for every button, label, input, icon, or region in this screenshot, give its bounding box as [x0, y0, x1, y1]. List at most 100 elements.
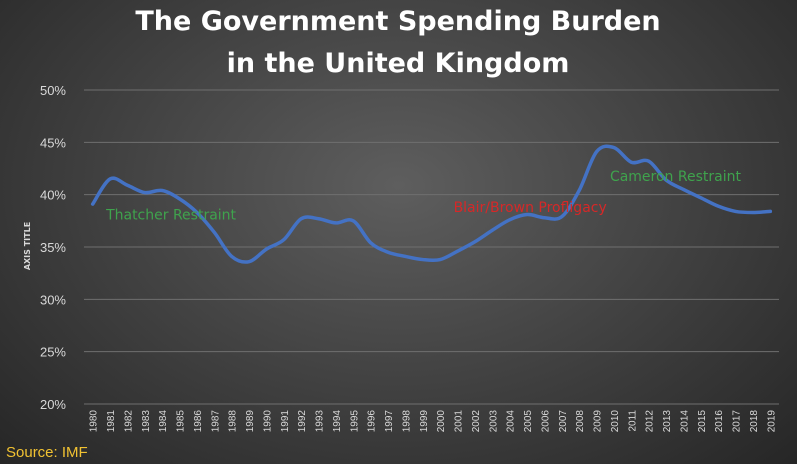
annotation-2: Cameron Restraint — [610, 169, 742, 185]
x-tick-label: 1991 — [280, 410, 291, 433]
x-tick-label: 1985 — [176, 410, 187, 433]
data-point-1993 — [317, 217, 321, 221]
source-note: Source: IMF — [6, 444, 88, 461]
x-tick-label: 2016 — [714, 410, 725, 433]
x-tick-label: 1990 — [262, 410, 273, 433]
data-point-2005 — [525, 213, 529, 217]
data-point-1986 — [195, 210, 199, 214]
data-point-1996 — [369, 241, 373, 245]
x-tick-label: 2007 — [558, 410, 569, 433]
x-tick-label: 1993 — [315, 410, 326, 433]
data-point-2010 — [612, 146, 616, 150]
data-point-2018 — [751, 210, 755, 214]
x-tick-label: 2000 — [436, 410, 447, 433]
x-tick-label: 1992 — [297, 410, 308, 433]
chart-title-line-2: in the United Kingdom — [227, 48, 570, 79]
data-point-2009 — [595, 150, 599, 154]
x-tick-label: 1997 — [384, 410, 395, 433]
y-tick-label: 35% — [40, 240, 66, 255]
data-point-2011 — [629, 160, 633, 164]
x-tick-label: 1996 — [367, 410, 378, 433]
x-tick-label: 1994 — [332, 410, 343, 433]
x-tick-label: 2006 — [540, 410, 551, 433]
data-point-1990 — [264, 247, 268, 251]
annotations: Thatcher Restraint Blair/Brown Profligacy… — [105, 169, 741, 224]
data-point-2014 — [681, 187, 685, 191]
data-point-2007 — [560, 215, 564, 219]
y-tick-label: 45% — [40, 135, 66, 150]
x-tick-label: 2001 — [454, 410, 465, 433]
data-point-1991 — [282, 238, 286, 242]
data-point-1984 — [160, 188, 164, 192]
data-point-1992 — [299, 217, 303, 221]
x-tick-label: 2011 — [627, 410, 638, 432]
data-point-1998 — [403, 254, 407, 258]
data-point-2016 — [716, 204, 720, 208]
data-point-2008 — [577, 188, 581, 192]
y-tick-label: 30% — [40, 292, 66, 307]
x-tick-label: 2008 — [575, 410, 586, 433]
data-point-2019 — [768, 209, 772, 213]
x-tick-labels: 1980 1981 1982 1983 1984 1985 1986 1987 1988 1989… — [89, 410, 778, 433]
x-tick-label: 2018 — [749, 410, 760, 433]
x-tick-label: 1986 — [193, 410, 204, 433]
data-points — [91, 146, 772, 264]
x-tick-label: 2014 — [679, 410, 690, 433]
annotation-0: Thatcher Restraint — [105, 208, 236, 224]
y-tick-label: 25% — [40, 345, 66, 360]
data-point-1995 — [351, 219, 355, 223]
x-tick-label: 1981 — [106, 410, 117, 433]
x-tick-label: 2004 — [506, 410, 517, 433]
data-point-2002 — [473, 240, 477, 244]
data-point-1987 — [212, 230, 216, 234]
data-point-1999 — [421, 258, 425, 262]
x-tick-label: 1982 — [123, 410, 134, 433]
x-tick-label: 1980 — [89, 410, 100, 433]
x-tick-label: 1983 — [141, 410, 152, 433]
data-point-1994 — [334, 221, 338, 225]
x-tick-label: 1989 — [245, 410, 256, 433]
data-point-1982 — [125, 183, 129, 187]
x-tick-label: 2009 — [593, 410, 604, 433]
x-tick-label: 1999 — [419, 410, 430, 433]
x-tick-label: 1995 — [349, 410, 360, 433]
data-point-1989 — [247, 260, 251, 264]
x-tick-label: 2013 — [662, 410, 673, 433]
data-point-1988 — [230, 254, 234, 258]
data-point-2003 — [490, 228, 494, 232]
data-point-1980 — [91, 202, 95, 206]
x-tick-label: 2010 — [610, 410, 621, 433]
x-tick-label: 1987 — [210, 410, 221, 433]
data-point-1981 — [108, 177, 112, 181]
y-tick-label: 50% — [40, 83, 66, 98]
data-point-2015 — [699, 196, 703, 200]
x-tick-label: 2003 — [488, 410, 499, 433]
x-tick-label: 2012 — [645, 410, 656, 433]
data-point-1985 — [178, 197, 182, 201]
x-tick-label: 2019 — [766, 410, 777, 433]
data-point-1983 — [143, 191, 147, 195]
y-tick-label: 40% — [40, 188, 66, 203]
x-tick-label: 2002 — [471, 410, 482, 433]
data-point-2006 — [542, 216, 546, 220]
data-point-2013 — [664, 178, 668, 182]
x-tick-label: 2017 — [732, 410, 743, 433]
x-tick-label: 1988 — [228, 410, 239, 433]
x-tick-label: 2005 — [523, 410, 534, 433]
y-tick-labels: 20% 25% 30% 35% 40% 45% 50% — [40, 83, 66, 412]
x-tick-label: 2015 — [697, 410, 708, 433]
chart-title-line-1: The Government Spending Burden — [135, 6, 660, 37]
data-point-2017 — [734, 209, 738, 213]
x-tick-label: 1984 — [158, 410, 169, 433]
data-point-2012 — [647, 159, 651, 163]
y-axis-title: AXIS TITLE — [23, 222, 32, 270]
annotation-1: Blair/Brown Profligacy — [454, 200, 607, 216]
data-point-2001 — [456, 249, 460, 253]
data-point-1997 — [386, 250, 390, 254]
data-point-2004 — [508, 218, 512, 222]
series-line — [90, 144, 773, 264]
x-tick-label: 1998 — [401, 410, 412, 433]
gridlines — [84, 89, 779, 405]
